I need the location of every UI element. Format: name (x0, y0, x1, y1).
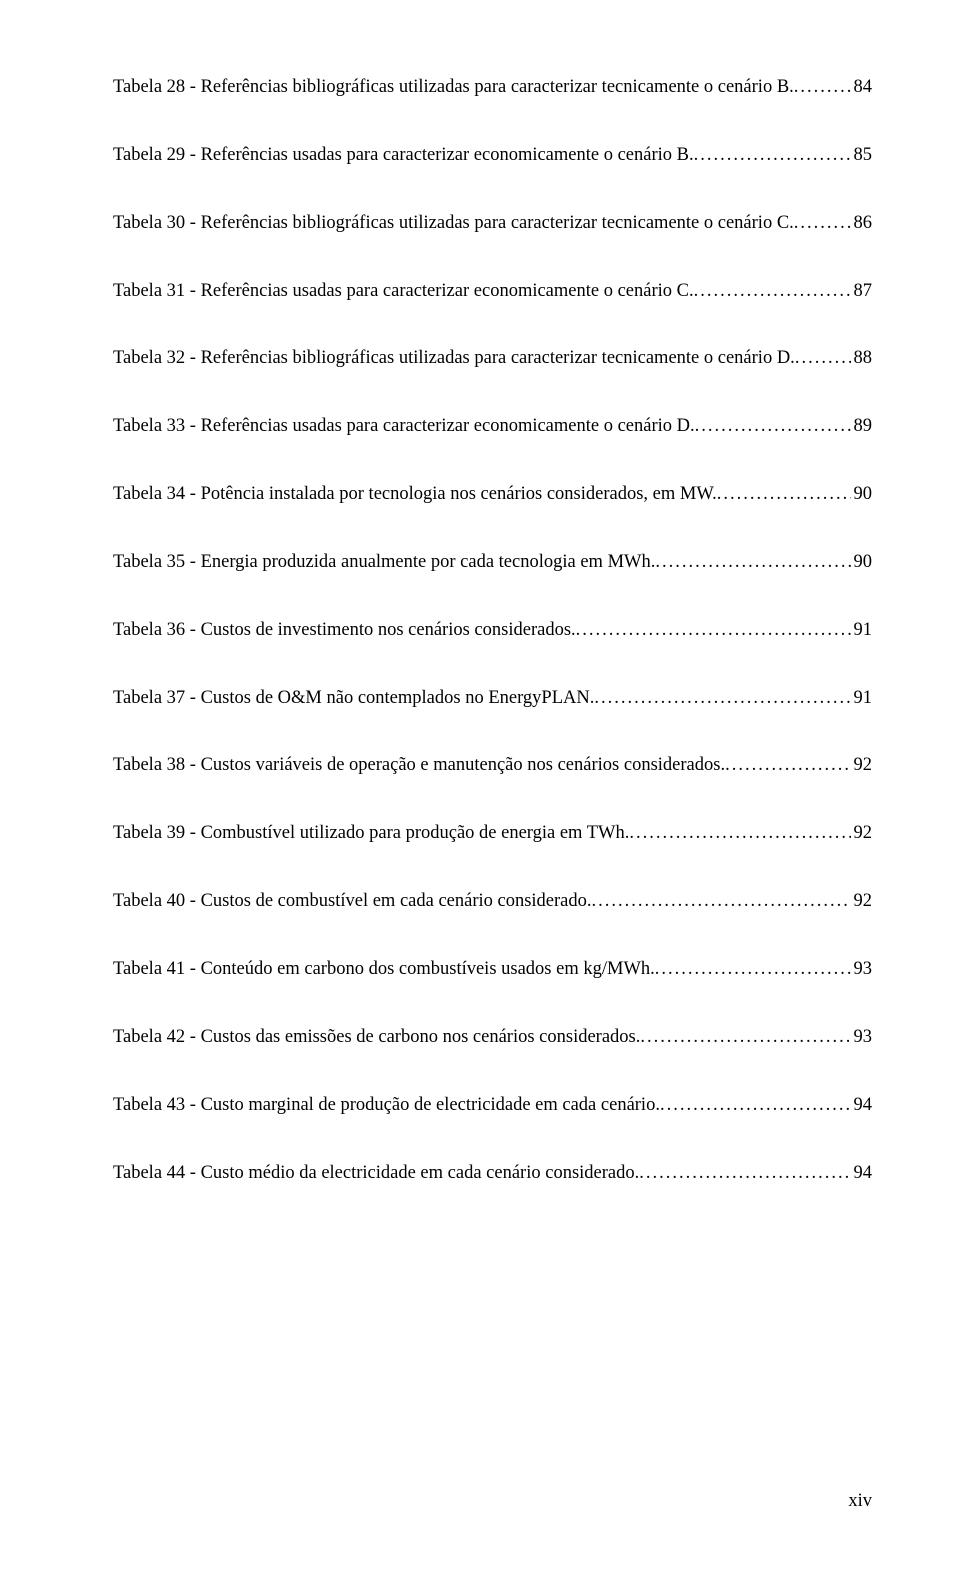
toc-entry-page: 85 (851, 141, 873, 170)
toc-entry-text: Tabela 37 - Custos de O&M não contemplad… (113, 684, 594, 713)
dot-leader (694, 277, 851, 306)
dot-leader (592, 887, 851, 916)
toc-entry-page: 93 (851, 955, 873, 984)
toc-entry-text: Tabela 36 - Custos de investimento nos c… (113, 616, 576, 645)
toc-entry-text: Tabela 44 - Custo médio da electricidade… (113, 1159, 639, 1188)
dot-leader (717, 480, 851, 509)
toc-entry-text: Tabela 43 - Custo marginal de produção d… (113, 1091, 660, 1120)
toc-entry-page: 84 (851, 73, 873, 102)
dot-leader (794, 209, 851, 238)
toc-entry: Tabela 36 - Custos de investimento nos c… (113, 616, 872, 673)
toc-entry-page: 90 (851, 548, 873, 577)
toc-entry-text: Tabela 28 - Referências bibliográficas u… (113, 73, 794, 102)
toc-entry-page: 88 (851, 344, 873, 373)
toc-entry-text: Tabela 39 - Combustível utilizado para p… (113, 819, 629, 848)
toc-entry-page: 92 (851, 751, 873, 780)
toc-entry-text: Tabela 40 - Custos de combustível em cad… (113, 887, 592, 916)
toc-entry: Tabela 33 - Referências usadas para cara… (113, 412, 872, 469)
toc-entry-text: Tabela 33 - Referências usadas para cara… (113, 412, 695, 441)
toc-entry: Tabela 30 - Referências bibliográficas u… (113, 209, 872, 266)
dot-leader (594, 684, 850, 713)
toc-entry: Tabela 43 - Custo marginal de produção d… (113, 1091, 872, 1148)
dot-leader (576, 616, 851, 645)
toc-entry-page: 89 (851, 412, 873, 441)
toc-entry-text: Tabela 41 - Conteúdo em carbono dos comb… (113, 955, 655, 984)
dot-leader (795, 344, 851, 373)
toc-entry: Tabela 44 - Custo médio da electricidade… (113, 1159, 872, 1216)
toc-entry-text: Tabela 38 - Custos variáveis de operação… (113, 751, 725, 780)
toc-entry: Tabela 28 - Referências bibliográficas u… (113, 73, 872, 130)
toc-entry: Tabela 29 - Referências usadas para cara… (113, 141, 872, 198)
dot-leader (655, 548, 850, 577)
toc-entry-text: Tabela 35 - Energia produzida anualmente… (113, 548, 655, 577)
toc-entry: Tabela 32 - Referências bibliográficas u… (113, 344, 872, 401)
dot-leader (640, 1023, 850, 1052)
toc-entry-text: Tabela 29 - Referências usadas para cara… (113, 141, 694, 170)
dot-leader (660, 1091, 851, 1120)
dot-leader (639, 1159, 850, 1188)
toc-entry-text: Tabela 31 - Referências usadas para cara… (113, 277, 694, 306)
toc-entry: Tabela 34 - Potência instalada por tecno… (113, 480, 872, 537)
toc-entry-page: 93 (851, 1023, 873, 1052)
dot-leader (725, 751, 850, 780)
toc-entry: Tabela 42 - Custos das emissões de carbo… (113, 1023, 872, 1080)
dot-leader (694, 141, 851, 170)
toc-entry: Tabela 40 - Custos de combustível em cad… (113, 887, 872, 944)
toc-entry-page: 92 (851, 819, 873, 848)
toc-entry-page: 91 (851, 616, 873, 645)
toc-entry: Tabela 35 - Energia produzida anualmente… (113, 548, 872, 605)
toc-entry: Tabela 39 - Combustível utilizado para p… (113, 819, 872, 876)
dot-leader (695, 412, 851, 441)
toc-entry-page: 92 (851, 887, 873, 916)
table-of-contents-list: Tabela 28 - Referências bibliográficas u… (113, 73, 872, 1216)
toc-entry-page: 90 (851, 480, 873, 509)
toc-entry-text: Tabela 30 - Referências bibliográficas u… (113, 209, 794, 238)
toc-entry: Tabela 38 - Custos variáveis de operação… (113, 751, 872, 808)
toc-entry: Tabela 41 - Conteúdo em carbono dos comb… (113, 955, 872, 1012)
toc-entry-page: 94 (851, 1159, 873, 1188)
toc-entry-page: 86 (851, 209, 873, 238)
dot-leader (655, 955, 851, 984)
toc-entry-text: Tabela 34 - Potência instalada por tecno… (113, 480, 717, 509)
toc-entry-page: 91 (851, 684, 873, 713)
dot-leader (794, 73, 851, 102)
toc-entry-text: Tabela 42 - Custos das emissões de carbo… (113, 1023, 640, 1052)
toc-entry-page: 87 (851, 277, 873, 306)
page-number-footer: xiv (848, 1491, 872, 1512)
toc-entry: Tabela 37 - Custos de O&M não contemplad… (113, 684, 872, 741)
toc-entry-page: 94 (851, 1091, 873, 1120)
dot-leader (629, 819, 850, 848)
toc-entry: Tabela 31 - Referências usadas para cara… (113, 277, 872, 334)
toc-entry-text: Tabela 32 - Referências bibliográficas u… (113, 344, 795, 373)
